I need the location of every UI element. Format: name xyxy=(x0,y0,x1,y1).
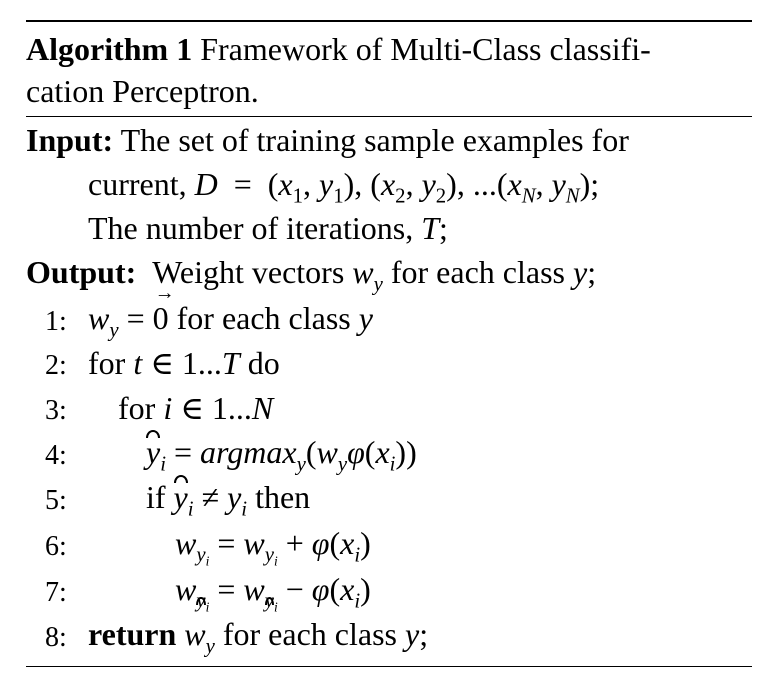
step-7-num: 7: xyxy=(45,577,67,608)
algorithm-label: Algorithm 1 xyxy=(26,31,193,67)
output-label: Output: xyxy=(26,254,137,290)
algorithm-title-part2: cation Perceptron. xyxy=(26,73,259,109)
step-8-num: 8: xyxy=(45,622,67,653)
algorithm-caption-line1: Algorithm 1 Framework of Multi-Class cla… xyxy=(26,33,651,65)
input-line1: Input: The set of training sample exampl… xyxy=(26,124,629,156)
step-6-body: wyi = wyi + φ(xi) xyxy=(175,525,371,569)
step-8-body: return wy for each class y; xyxy=(88,616,429,658)
step-7-body: wyi = wyi − φ(xi) xyxy=(175,571,371,615)
step-4-body: yi = argmaxy(wyφ(xi)) xyxy=(146,430,417,476)
step-1-body: wy = 0 for each class y xyxy=(88,282,373,340)
step-2-num: 2: xyxy=(45,350,67,381)
step-4-num: 4: xyxy=(45,440,67,471)
output-line: Output: Weight vectors wy for each class… xyxy=(26,254,597,296)
input-line2: current, D = (x1, y1), (x2, y2), ...(xN,… xyxy=(88,166,600,208)
bottom-rule xyxy=(26,666,752,667)
input-text-2-prefix: current, xyxy=(88,166,195,202)
algorithm-title-part1: Framework of Multi-Class classifi- xyxy=(200,31,651,67)
step-6-num: 6: xyxy=(45,531,67,562)
step-5-num: 5: xyxy=(45,485,67,516)
step-1-num: 1: xyxy=(45,306,67,337)
caption-rule xyxy=(26,116,752,117)
input-text-2-math: D xyxy=(194,166,218,202)
input-text-1: The set of training sample examples for xyxy=(120,122,629,158)
step-5-body: if yi ≠ yi then xyxy=(146,475,311,521)
input-line3: The number of iterations, T; xyxy=(88,210,448,246)
step-2-body: for t ∈ 1...T do xyxy=(88,345,280,381)
step-3-body: for i ∈ 1...N xyxy=(118,390,274,426)
algorithm-caption-line2: cation Perceptron. xyxy=(26,75,259,107)
input-label: Input: xyxy=(26,122,114,158)
step-3-num: 3: xyxy=(45,395,67,426)
top-rule xyxy=(26,20,752,22)
